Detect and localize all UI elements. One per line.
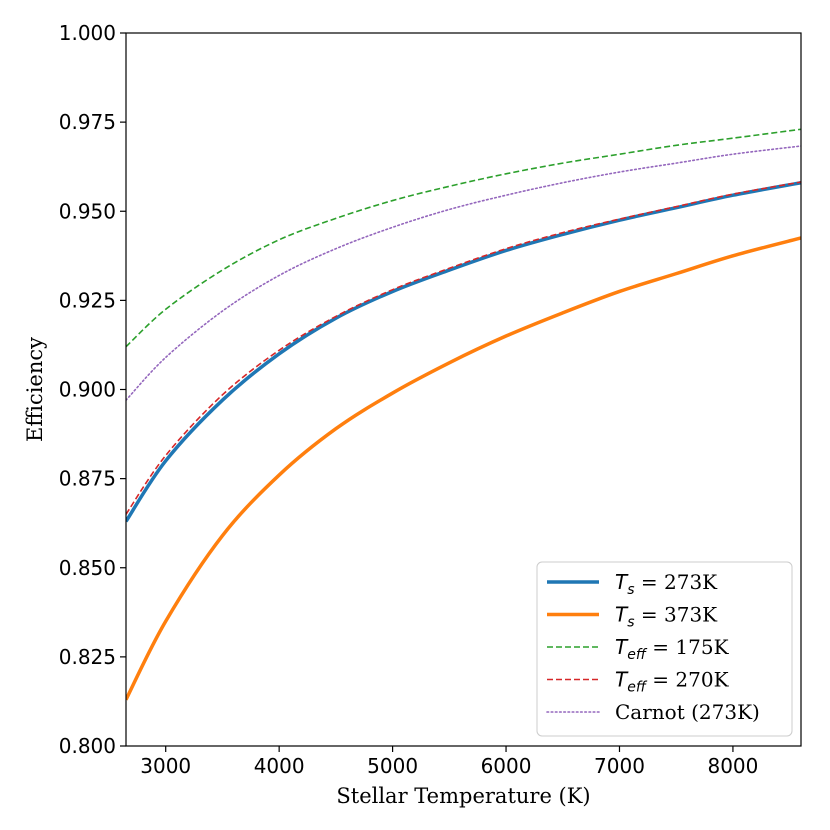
legend-label-subscript: s [627, 582, 634, 598]
legend-entry: Ts = 273K [547, 570, 718, 598]
legend-label-value: = 270K [646, 668, 730, 692]
y-axis-label: Efficiency [23, 337, 47, 442]
legend-label-value: = 175K [646, 635, 730, 659]
legend-label: Ts = 273K [615, 570, 718, 598]
legend-label: Teff = 270K [615, 668, 730, 696]
y-tick-label: 0.975 [59, 110, 116, 134]
x-tick-label: 7000 [594, 754, 645, 778]
y-tick-label: 0.900 [59, 378, 116, 402]
x-tick-label: 3000 [140, 754, 191, 778]
y-tick-label: 0.925 [59, 288, 116, 312]
legend-entry: Ts = 373K [547, 603, 718, 631]
x-tick-label: 5000 [367, 754, 418, 778]
legend-label-text: Carnot (273K) [615, 700, 760, 724]
x-tick-label: 4000 [254, 754, 305, 778]
y-tick-label: 0.875 [59, 467, 116, 491]
legend-label: Teff = 175K [615, 635, 730, 663]
legend-entry: Carnot (273K) [546, 700, 760, 724]
legend-label-symbol: T [615, 635, 629, 659]
y-axis: 0.800 0.825 0.850 0.875 0.900 0.925 0.950 0.975… [59, 21, 126, 758]
y-tick-label: 0.850 [59, 556, 116, 580]
legend-box [536, 561, 793, 737]
legend-label-subscript: eff [627, 680, 648, 696]
legend-label-symbol: T [615, 570, 629, 594]
legend-label-symbol: T [615, 603, 629, 627]
series-line-5 [126, 145, 801, 401]
legend-label-subscript: eff [627, 647, 648, 663]
x-axis-label: Stellar Temperature (K) [336, 784, 590, 808]
plot-lines [126, 128, 801, 701]
y-tick-label: 0.800 [59, 734, 116, 758]
legend-label: Carnot (273K) [615, 700, 760, 724]
legend-label-subscript: s [627, 615, 634, 631]
series-line-3 [126, 128, 801, 348]
y-tick-label: 0.950 [59, 199, 116, 223]
series-line-2 [126, 236, 801, 701]
legend-label-symbol: T [615, 668, 629, 692]
legend-label-value: = 273K [635, 570, 719, 594]
series-line-4 [126, 181, 801, 515]
series-line-1 [126, 181, 801, 523]
y-tick-label: 1.000 [59, 21, 116, 45]
x-axis: 3000 4000 5000 6000 7000 8000 [140, 746, 758, 778]
legend-entry: Teff = 175K [547, 635, 730, 663]
y-tick-label: 0.825 [59, 645, 116, 669]
legend-label: Ts = 373K [615, 603, 718, 631]
legend-label-value: = 373K [635, 603, 719, 627]
x-tick-label: 6000 [481, 754, 532, 778]
legend-entry: Teff = 270K [547, 668, 730, 696]
x-tick-label: 8000 [707, 754, 758, 778]
